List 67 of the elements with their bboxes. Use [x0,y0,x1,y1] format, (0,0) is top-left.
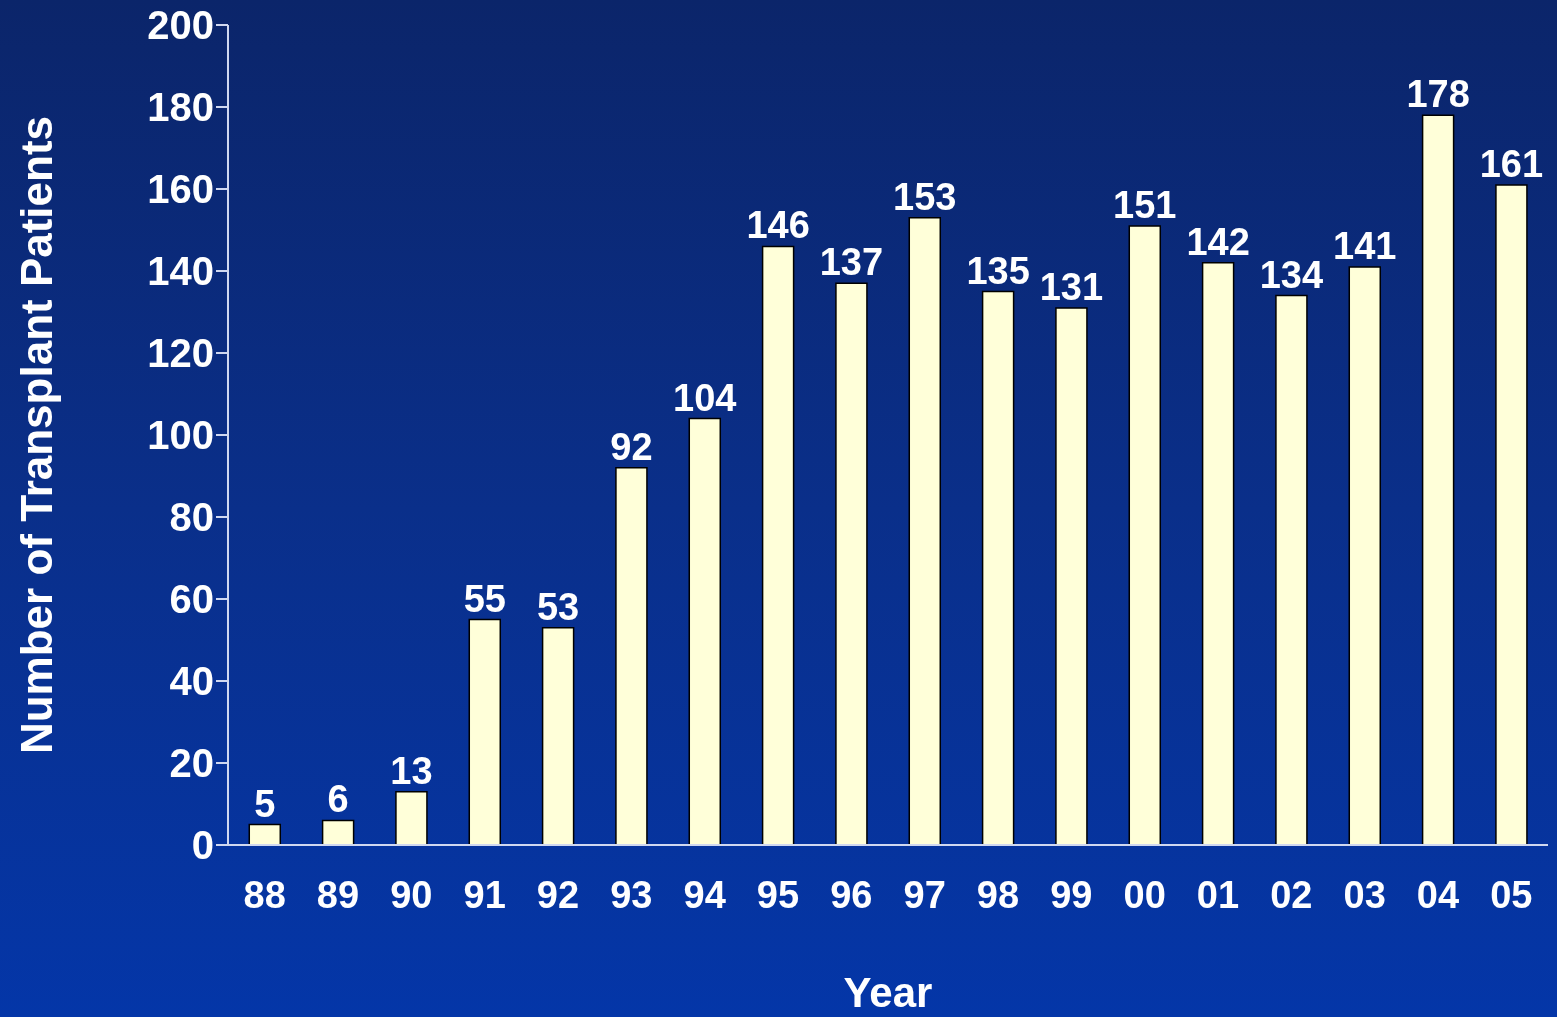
bar [835,282,868,845]
x-tick-label: 01 [1196,873,1240,916]
y-tick-label: 0 [191,823,214,868]
y-tick-label: 140 [147,249,214,294]
x-axis-title: Year [843,969,933,1016]
x-tick-label: 04 [1416,873,1460,916]
bar [1495,184,1528,845]
y-tick-label: 100 [147,413,214,458]
y-tick-label: 40 [169,659,214,704]
data-label: 178 [1406,73,1470,116]
bar [1201,262,1235,845]
x-tick-label: 90 [390,873,433,916]
bar [1348,266,1382,845]
bar [981,290,1015,845]
bar [688,417,722,845]
bar [468,618,502,845]
x-tick-label: 91 [463,873,506,916]
x-tick-label: 98 [976,873,1020,916]
data-label: 6 [327,778,349,821]
x-tick-label: 88 [243,873,286,916]
x-tick-label: 94 [683,873,726,916]
data-label: 146 [746,204,810,247]
x-tick-label: 05 [1490,873,1533,916]
y-tick-label: 80 [169,495,214,540]
bar [615,467,648,845]
bar [395,790,428,845]
data-label: 151 [1113,183,1177,226]
data-label: 92 [610,425,653,468]
data-label: 135 [966,249,1030,292]
bar [761,245,795,845]
x-tick-label: 96 [830,873,873,916]
x-tick-label: 92 [536,873,580,916]
data-label: 153 [893,175,957,218]
y-tick-label: 180 [147,85,214,130]
data-label: 141 [1333,224,1397,267]
data-label: 104 [673,376,737,419]
data-label: 5 [254,782,276,825]
x-tick-label: 00 [1123,873,1166,916]
x-tick-label: 99 [1050,873,1093,916]
y-tick-label: 200 [147,3,214,48]
x-tick-label: 89 [316,873,360,916]
data-label: 137 [819,241,884,284]
bar [1275,294,1308,845]
y-axis-title: Number of Transplant Patients [11,115,61,755]
data-label: 142 [1186,220,1250,263]
bar [541,626,575,845]
data-label: 134 [1259,253,1324,296]
bar [1128,225,1162,845]
x-tick-label: 95 [756,873,800,916]
bar [1055,307,1088,845]
data-label: 53 [536,585,580,628]
y-tick-label: 120 [147,331,214,376]
x-tick-label: 93 [610,873,653,916]
data-label: 131 [1039,265,1104,308]
data-label: 13 [390,749,433,792]
y-tick-label: 160 [147,167,214,212]
x-tick-label: 03 [1343,873,1386,916]
x-tick-label: 97 [903,873,946,916]
data-label: 161 [1479,142,1544,185]
x-tick-label: 02 [1270,873,1313,916]
bar [248,823,282,845]
y-tick-label: 20 [169,741,214,786]
bar [908,216,942,845]
y-tick-label: 60 [169,577,214,622]
bar [1421,114,1455,845]
data-label: 55 [463,577,506,620]
bar [321,819,355,845]
